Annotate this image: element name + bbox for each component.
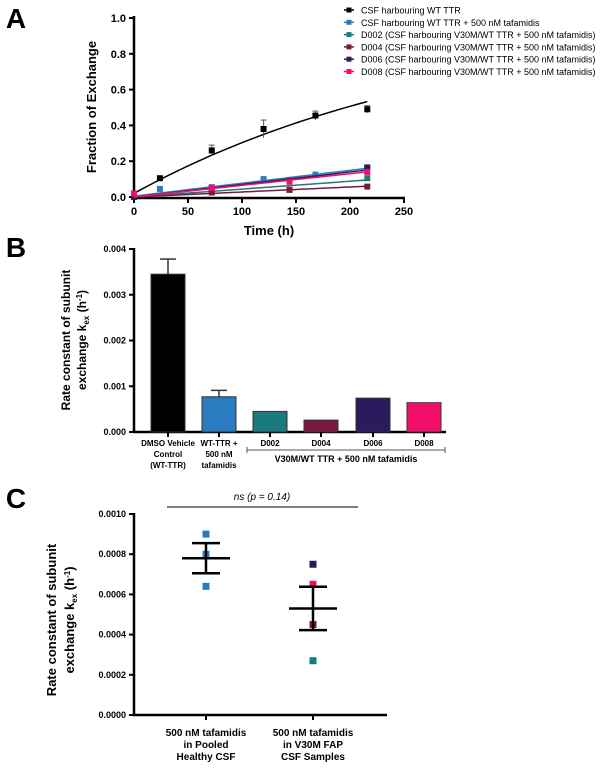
a-legend-entry: D006 (CSF harbouring V30M/WT TTR + 500 n… [361, 55, 596, 65]
panel-label-b: B [6, 232, 26, 263]
a-legend-marker [346, 7, 352, 13]
b-y-axis-label-line2: exchange kex (h-1) [75, 290, 91, 390]
b-bar-2 [252, 410, 288, 433]
b-category-label: (WT-TTR) [150, 461, 186, 470]
b-group-label: V30M/WT TTR + 500 nM tafamidis [275, 454, 418, 464]
a-legend-entry: D004 (CSF harbouring V30M/WT TTR + 500 n… [361, 42, 596, 52]
a-legend-entry: D008 (CSF harbouring V30M/WT TTR + 500 n… [361, 67, 596, 77]
a-y-axis-label: Fraction of Exchange [84, 41, 99, 173]
a-x-tick-label: 200 [341, 206, 359, 218]
a-data-point [208, 189, 215, 196]
c-data-point [202, 582, 210, 590]
a-fit-line-2 [133, 179, 368, 198]
a-data-point [208, 185, 215, 192]
a-data-point [260, 125, 267, 132]
a-x-tick-label: 250 [395, 206, 413, 218]
b-y-tick-label: 0.001 [103, 381, 126, 391]
b-bar-0 [150, 273, 186, 433]
a-x-axis-label: Time (h) [244, 223, 294, 238]
c-group-label: Healthy CSF [177, 752, 236, 763]
c-y-tick-label: 0.0006 [98, 589, 126, 599]
a-data-point [286, 178, 293, 185]
c-y-axis-label-line2: exchange kex (h-1) [62, 566, 79, 673]
a-data-point [156, 185, 163, 192]
a-y-tick-label: 0.2 [111, 156, 126, 168]
c-group-label: in V30M FAP [283, 740, 343, 751]
a-y-tick-label: 0.6 [111, 85, 126, 97]
a-x-tick-label: 0 [131, 206, 137, 218]
c-data-point [309, 657, 317, 665]
c-y-tick-label: 0.0004 [98, 630, 126, 640]
a-y-tick-label: 1.0 [111, 13, 126, 25]
c-group-label: 500 nM tafamidis [166, 728, 247, 739]
b-category-label: tafamidis [201, 461, 237, 470]
a-legend-marker [346, 44, 352, 50]
b-bar-5 [406, 402, 442, 433]
c-group-label: 500 nM tafamidis [273, 728, 354, 739]
a-y-tick-label: 0.8 [111, 49, 126, 61]
c-y-axis-label: Rate constant of subunit [44, 543, 59, 696]
b-y-axis-label: Rate constant of subunit [59, 270, 73, 411]
c-group-label: CSF Samples [281, 752, 345, 763]
a-legend-entry: CSF harbouring WT TTR [361, 6, 461, 16]
b-bar-3 [303, 419, 339, 433]
c-data-point [202, 530, 210, 538]
a-data-point [156, 175, 163, 182]
c-y-tick-label: 0.0008 [98, 549, 126, 559]
b-category-label: D008 [414, 439, 434, 448]
a-legend-marker [346, 69, 352, 74]
b-y-tick-label: 0.002 [103, 336, 126, 346]
a-legend-entry: CSF harbouring WT TTR + 500 nM tafamidis [361, 18, 540, 28]
a-x-tick-label: 50 [182, 206, 194, 218]
a-data-point [364, 168, 371, 175]
c-y-tick-label: 0.0010 [98, 509, 126, 519]
b-category-label: WT-TTR + [200, 439, 237, 448]
c-significance-label: ns (p = 0.14) [234, 492, 290, 503]
a-fit-line-1 [133, 167, 368, 197]
a-fit-line-3 [133, 185, 368, 198]
a-data-point [312, 171, 319, 178]
a-y-tick-label: 0.0 [111, 192, 126, 204]
b-y-tick-label: 0.000 [103, 427, 126, 437]
b-category-label: 500 nM [205, 450, 232, 459]
a-x-tick-label: 150 [287, 206, 305, 218]
c-y-tick-label: 0.0000 [98, 710, 126, 720]
a-data-point [364, 106, 371, 113]
b-y-tick-label: 0.004 [103, 244, 126, 254]
a-fit-line-5 [133, 171, 368, 198]
c-group-label: in Pooled [184, 740, 229, 751]
a-data-point [208, 147, 215, 154]
a-data-point [312, 112, 319, 119]
panel-label-a: A [6, 3, 26, 34]
b-category-label: D002 [260, 439, 280, 448]
b-bar-1 [201, 396, 237, 433]
b-y-tick-label: 0.003 [103, 290, 126, 300]
a-fit-line-0 [133, 100, 368, 195]
b-category-label: D006 [363, 439, 383, 448]
c-data-point [309, 580, 317, 588]
c-data-point [309, 560, 317, 568]
panel-label-c: C [6, 483, 26, 514]
b-category-label: Control [154, 450, 182, 459]
a-data-point [286, 186, 293, 193]
a-legend-marker [346, 56, 352, 62]
a-y-tick-label: 0.4 [111, 120, 127, 132]
a-data-point [364, 175, 371, 182]
a-legend-marker [346, 19, 352, 25]
a-legend-entry: D002 (CSF harbouring V30M/WT TTR + 500 n… [361, 30, 596, 40]
b-bar-4 [355, 397, 391, 433]
c-y-tick-label: 0.0002 [98, 670, 126, 680]
a-legend-marker [346, 32, 352, 38]
a-data-point [131, 190, 137, 197]
b-category-label: D004 [311, 439, 331, 448]
a-data-point [364, 164, 371, 171]
b-category-label: DMSO Vehicle [141, 439, 195, 448]
a-x-tick-label: 100 [233, 206, 251, 218]
a-data-point [364, 183, 371, 190]
a-data-point [260, 176, 267, 183]
